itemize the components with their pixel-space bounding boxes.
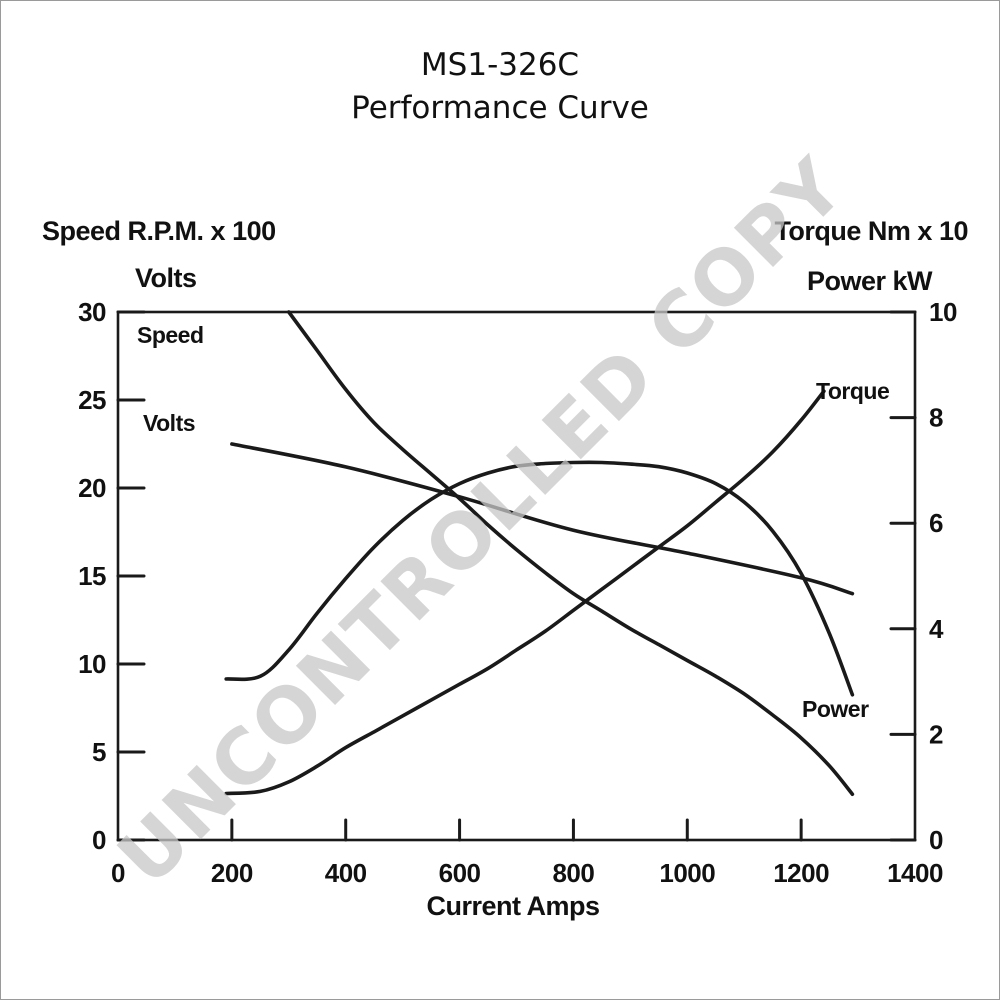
series-lines [224,310,855,796]
left-tick-label: 0 [92,825,106,855]
x-tick-label: 0 [111,858,125,888]
left-tick-label: 5 [92,737,106,767]
left-tick-label: 15 [78,561,106,591]
x-tick-label: 1000 [659,858,715,888]
right-axis-label-torque: Torque Nm x 10 [774,216,968,246]
x-axis-label: Current Amps [426,891,599,921]
x-tick-label: 800 [552,858,594,888]
left-axis-label-volts: Volts [135,263,197,293]
watermark-text: UNCONTROLLED COPY [101,141,862,902]
left-tick-label: 30 [78,297,106,327]
x-tick-label: 400 [325,858,367,888]
x-axis-ticks: 0 200 400 600 800 1000 1200 1400 [111,818,943,888]
series-line-power [224,460,855,697]
left-tick-label: 20 [78,473,106,503]
series-label-speed: Speed [137,322,204,348]
x-tick-label: 200 [211,858,253,888]
left-tick-label: 25 [78,385,106,415]
x-tick-label: 600 [439,858,481,888]
right-tick-label: 10 [929,297,957,327]
x-tick-label: 1400 [887,858,943,888]
right-tick-label: 4 [929,614,944,644]
right-tick-label: 6 [929,508,943,538]
series-line-speed [287,310,855,796]
chart-title-line2: Performance Curve [351,90,649,126]
left-tick-label: 10 [78,649,106,679]
left-axis-label-speed: Speed R.P.M. x 100 [42,216,276,246]
chart-title-line1: MS1-326C [421,47,579,83]
series-line-volts [230,442,855,596]
right-tick-label: 0 [929,825,943,855]
right-tick-label: 2 [929,719,943,749]
series-label-volts: Volts [143,410,195,436]
right-axis-label-power: Power kW [807,266,933,296]
series-label-torque: Torque [816,378,889,404]
series-label-power: Power [802,696,869,722]
right-axis-ticks: 0 2 4 6 8 10 [889,297,957,855]
left-axis-ticks: 0 5 10 15 20 25 30 [78,297,146,855]
right-tick-label: 8 [929,403,943,433]
x-tick-label: 1200 [773,858,829,888]
